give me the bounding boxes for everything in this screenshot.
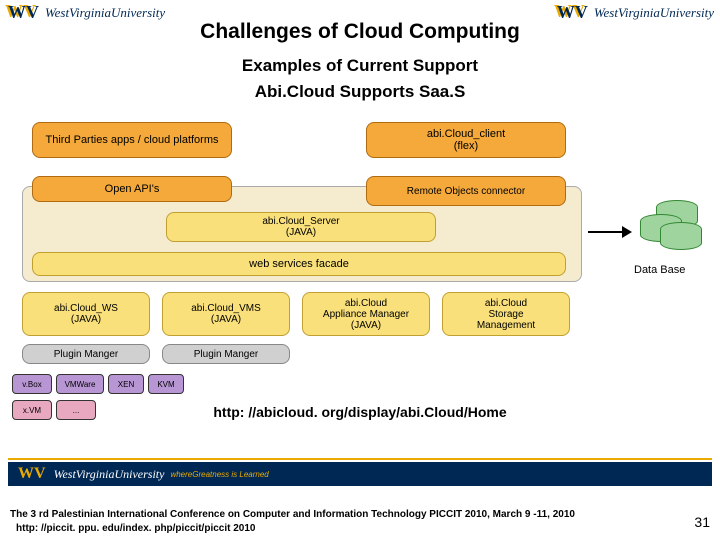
block-ws: abi.Cloud_WS (JAVA)	[22, 292, 150, 336]
block-appliance: abi.Cloud Appliance Manager (JAVA)	[302, 292, 430, 336]
block-remote-objects: Remote Objects connector	[366, 176, 566, 206]
logo-text: WestVirginiaUniversity	[45, 5, 165, 21]
footer-url: http: //piccit. ppu. edu/index. php/picc…	[16, 523, 255, 534]
footer-banner: WV WestVirginiaUniversity whereGreatness…	[8, 462, 712, 486]
block-vms: abi.Cloud_VMS (JAVA)	[162, 292, 290, 336]
block-third-parties: Third Parties apps / cloud platforms	[32, 122, 232, 158]
diagram-url: http: //abicloud. org/display/abi.Cloud/…	[8, 404, 712, 420]
block-web-facade: web services facade	[32, 252, 566, 276]
block-server-java: abi.Cloud_Server (JAVA)	[166, 212, 436, 242]
block-storage: abi.Cloud Storage Management	[442, 292, 570, 336]
block-client-flex: abi.Cloud_client (flex)	[366, 122, 566, 158]
divider	[8, 458, 712, 460]
page-title: Challenges of Cloud Computing	[0, 20, 720, 44]
block-kvm: KVM	[148, 374, 184, 394]
logo-text: WestVirginiaUniversity	[594, 5, 714, 21]
footer-conference: The 3 rd Palestinian International Confe…	[10, 509, 680, 520]
banner-tagline: whereGreatness is Learned	[170, 470, 268, 479]
subtitle-1: Examples of Current Support	[0, 56, 720, 76]
page-number: 31	[694, 514, 710, 530]
db-label: Data Base	[634, 264, 685, 276]
subtitle-2: Abi.Cloud Supports Saa.S	[0, 82, 720, 102]
banner-logo-text: WestVirginiaUniversity	[54, 467, 165, 482]
arrow-to-db-icon	[588, 226, 632, 238]
block-xen: XEN	[108, 374, 144, 394]
block-plugin-1: Plugin Manger	[22, 344, 150, 364]
block-plugin-2: Plugin Manger	[162, 344, 290, 364]
wv-icon: WV	[16, 465, 48, 483]
block-vbox: v.Box	[12, 374, 52, 394]
block-vmware: VMWare	[56, 374, 104, 394]
block-open-api: Open API's	[32, 176, 232, 202]
architecture-diagram: Third Parties apps / cloud platforms abi…	[8, 118, 712, 448]
database-icon	[640, 200, 704, 260]
